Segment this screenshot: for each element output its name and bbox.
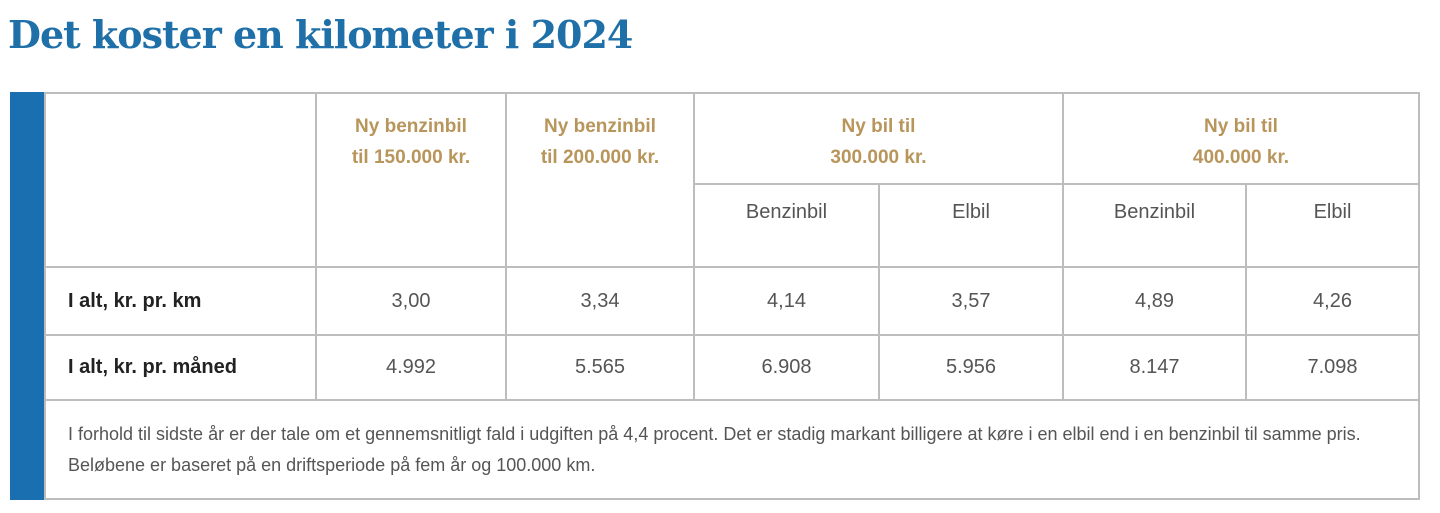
cell-value: 8.147 [1062, 334, 1247, 401]
header-text: Ny benzinbil [355, 116, 467, 137]
cell-value: 3,57 [878, 266, 1064, 336]
cell-value: 3,00 [315, 266, 507, 336]
cost-table-box: Ny benzinbil til 150.000 kr. Ny benzinbi… [10, 92, 1420, 500]
cell-value: 4,14 [693, 266, 880, 336]
header-text: Ny benzinbil [544, 116, 656, 137]
row-label: I alt, kr. pr. måned [44, 334, 317, 401]
subheader-elbil-400k: Elbil [1245, 183, 1420, 268]
cell-value: 5.956 [878, 334, 1064, 401]
cost-table: Ny benzinbil til 150.000 kr. Ny benzinbi… [44, 92, 1420, 500]
subheader-elbil-300k: Elbil [878, 183, 1064, 268]
cell-value: 4,26 [1245, 266, 1420, 336]
cell-value: 7.098 [1245, 334, 1420, 401]
accent-bar [10, 92, 44, 500]
header-col-200k: Ny benzinbil til 200.000 kr. [505, 92, 695, 268]
cell-value: 4,89 [1062, 266, 1247, 336]
cell-value: 5.565 [505, 334, 695, 401]
header-text: til 150.000 kr. [351, 147, 471, 168]
page-title: Det koster en kilometer i 2024 [8, 12, 633, 57]
table-row: I alt, kr. pr. km 3,00 3,34 4,14 3,57 4,… [44, 266, 1420, 336]
header-text: Ny bil til [841, 116, 916, 137]
header-text: Ny bil til [1204, 116, 1278, 137]
cell-value: 6.908 [693, 334, 880, 401]
header-text: 400.000 kr. [1192, 147, 1290, 168]
header-group-300k: Ny bil til 300.000 kr. [693, 92, 1064, 185]
footnote: I forhold til sidste år er der tale om e… [44, 399, 1420, 500]
header-col-150k: Ny benzinbil til 150.000 kr. [315, 92, 507, 268]
table-row: I alt, kr. pr. måned 4.992 5.565 6.908 5… [44, 334, 1420, 401]
header-text: til 200.000 kr. [540, 147, 660, 168]
subheader-benzinbil-300k: Benzinbil [693, 183, 880, 268]
header-text: 300.000 kr. [830, 147, 927, 168]
subheader-benzinbil-400k: Benzinbil [1062, 183, 1247, 268]
cell-value: 4.992 [315, 334, 507, 401]
header-empty-cell [44, 92, 317, 268]
row-label: I alt, kr. pr. km [44, 266, 317, 336]
header-group-400k: Ny bil til 400.000 kr. [1062, 92, 1420, 185]
cell-value: 3,34 [505, 266, 695, 336]
